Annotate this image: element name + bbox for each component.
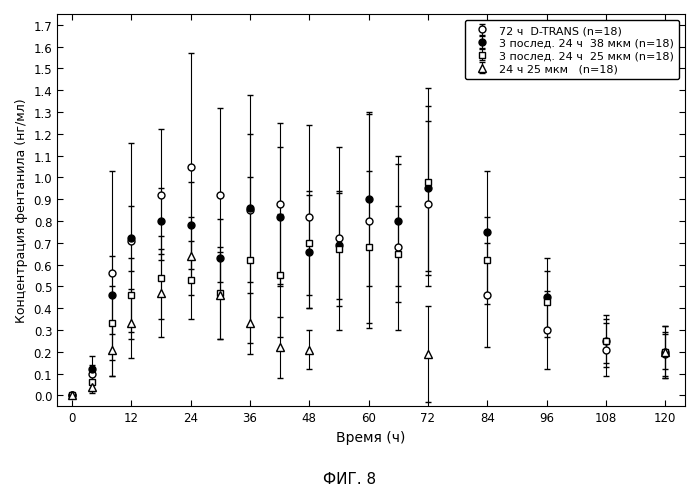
Y-axis label: Концентрация фентанила (нг/мл): Концентрация фентанила (нг/мл): [15, 99, 28, 323]
X-axis label: Время (ч): Время (ч): [337, 430, 406, 444]
Text: ФИГ. 8: ФИГ. 8: [323, 471, 377, 486]
Legend: 72 ч  D-TRANS (n=18), 3 послед. 24 ч  38 мкм (n=18), 3 послед. 24 ч  25 мкм (n=1: 72 ч D-TRANS (n=18), 3 послед. 24 ч 38 м…: [465, 20, 680, 80]
